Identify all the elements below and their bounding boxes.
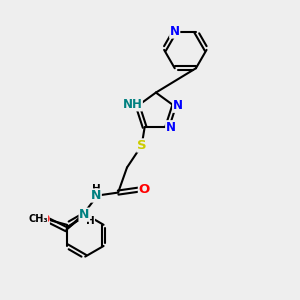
Text: N: N <box>166 121 176 134</box>
Text: O: O <box>138 183 150 196</box>
Text: N: N <box>170 25 180 38</box>
Text: H: H <box>86 216 94 226</box>
Text: NH: NH <box>122 98 142 111</box>
Text: H: H <box>92 184 100 194</box>
Text: S: S <box>137 139 146 152</box>
Text: N: N <box>79 208 89 221</box>
Text: CH₃: CH₃ <box>28 214 48 224</box>
Text: O: O <box>38 213 49 226</box>
Text: N: N <box>172 99 183 112</box>
Text: N: N <box>91 189 101 202</box>
